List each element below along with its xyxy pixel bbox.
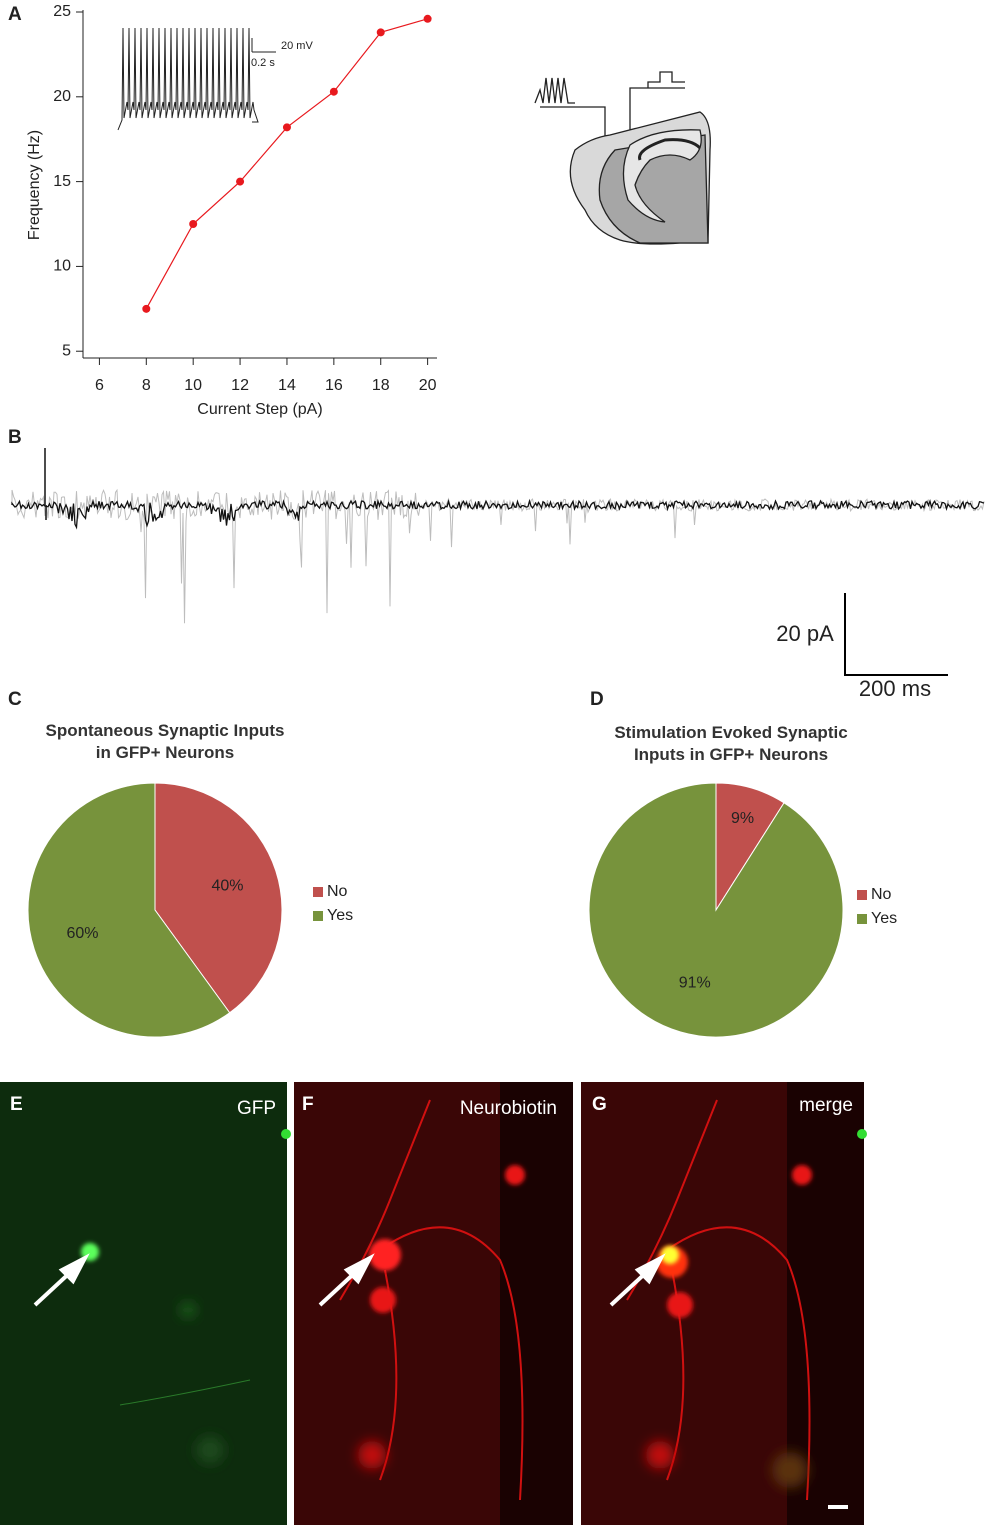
legend-label: No xyxy=(327,883,348,900)
data-point xyxy=(282,123,291,132)
legend-label: Yes xyxy=(871,910,897,927)
spike-inset xyxy=(117,27,276,131)
arrows xyxy=(33,1253,666,1307)
x-tick-label: 18 xyxy=(372,377,390,394)
x-tick-label: 8 xyxy=(142,377,151,394)
x-axis-label: Current Step (pA) xyxy=(197,401,322,418)
legend-label: No xyxy=(871,886,892,903)
panel-letter: B xyxy=(8,427,22,448)
brain-schematic xyxy=(534,71,711,245)
data-label: 60% xyxy=(67,925,99,942)
data-point xyxy=(142,304,151,313)
y-tick-label: 10 xyxy=(53,258,71,275)
pie-slice xyxy=(588,782,844,1038)
panel-letter: C xyxy=(8,689,22,710)
y-tick-label: 25 xyxy=(53,3,71,20)
data-point xyxy=(189,220,198,229)
y-tick-label: 5 xyxy=(62,342,71,359)
y-tick-label: 20 xyxy=(53,88,71,105)
trace-gray xyxy=(11,488,985,624)
legend-swatch xyxy=(857,890,867,900)
data-point xyxy=(329,87,338,96)
image-label: GFP xyxy=(237,1098,276,1119)
micrograph-neurobiotin xyxy=(294,1082,573,1525)
data-label: 40% xyxy=(211,878,243,895)
image-label: merge xyxy=(799,1095,853,1116)
legend-label: Yes xyxy=(327,907,353,924)
panel-letter: A xyxy=(8,4,22,25)
data-point xyxy=(376,28,385,37)
panel-letter: D xyxy=(590,689,604,710)
x-tick-label: 16 xyxy=(325,377,343,394)
x-tick-label: 14 xyxy=(278,377,296,394)
scale-label: 20 pA xyxy=(776,621,834,646)
y-axis-label: Frequency (Hz) xyxy=(26,130,43,240)
pie-title: Spontaneous Synaptic Inputs in GFP+ Neur… xyxy=(45,721,285,762)
x-tick-label: 10 xyxy=(184,377,202,394)
annotation: 20 mV xyxy=(281,40,313,52)
data-point xyxy=(423,14,432,23)
x-tick-label: 6 xyxy=(95,377,104,394)
pie-slice xyxy=(27,782,231,1038)
data-label: 91% xyxy=(679,974,711,991)
stim-artifact xyxy=(44,448,47,520)
data-point xyxy=(236,177,245,186)
legend-swatch xyxy=(313,887,323,897)
scale-label: 200 ms xyxy=(859,676,931,701)
inset-scale-bar xyxy=(251,38,276,53)
x-tick-label: 12 xyxy=(231,377,249,394)
panel-letter: E xyxy=(10,1094,23,1115)
panel-letter: F xyxy=(302,1094,314,1115)
data-label: 9% xyxy=(731,810,754,827)
y-tick-label: 15 xyxy=(53,173,71,190)
trace-mean xyxy=(11,498,985,530)
legend-swatch xyxy=(313,911,323,921)
spike-trace xyxy=(117,27,259,131)
trace-scale-bar xyxy=(844,593,948,676)
micrograph-gfp xyxy=(0,1082,291,1525)
x-tick-label: 20 xyxy=(419,377,437,394)
legend-swatch xyxy=(857,914,867,924)
annotation: 0.2 s xyxy=(251,57,275,69)
pie-title: Stimulation Evoked Synaptic Inputs in GF… xyxy=(614,723,848,764)
image-label: Neurobiotin xyxy=(460,1098,557,1119)
pie-slice xyxy=(154,782,283,1014)
micrograph-merge xyxy=(581,1082,867,1525)
panel-letter: G xyxy=(592,1094,607,1115)
